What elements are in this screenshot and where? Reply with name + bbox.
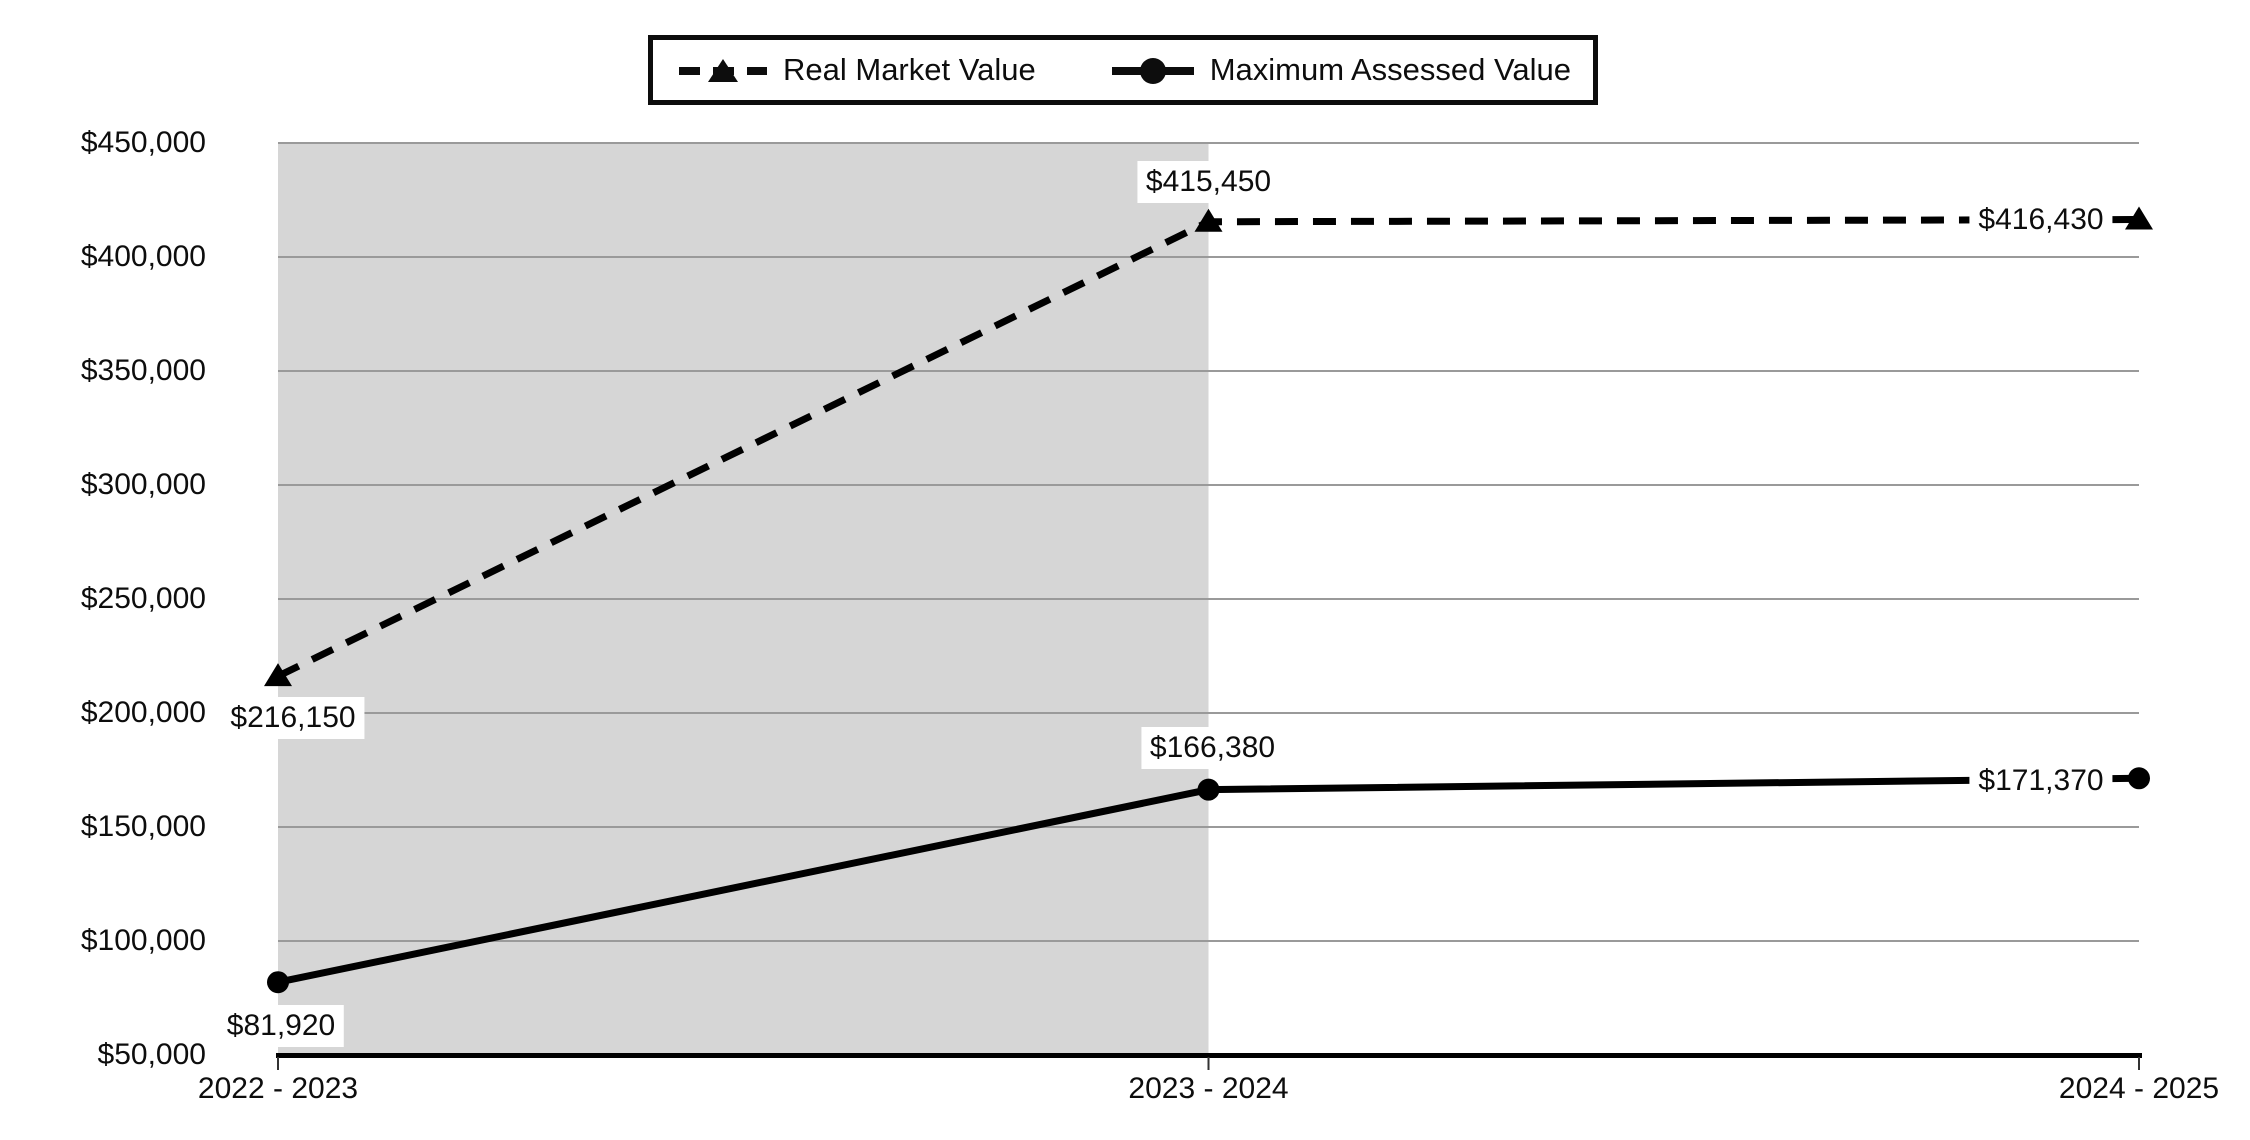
legend: Real Market Value Maximum Assessed Value [648, 35, 1598, 105]
solid-line-circle-marker-icon [1110, 51, 1196, 89]
legend-item-maximum-assessed-value: Maximum Assessed Value [1110, 51, 1571, 89]
dashed-line-triangle-marker-icon [677, 51, 769, 89]
legend-label: Maximum Assessed Value [1209, 52, 1571, 87]
legend-item-real-market-value: Real Market Value [677, 51, 1036, 89]
legend-label: Real Market Value [783, 52, 1036, 87]
